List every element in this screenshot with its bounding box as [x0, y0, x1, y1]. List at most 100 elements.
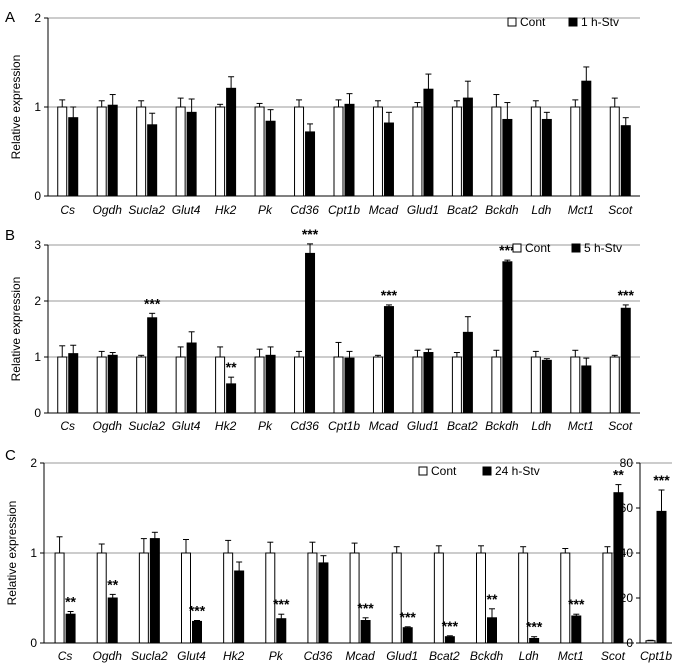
category-label: Cpt1b [328, 203, 360, 217]
category-label: Mcad [369, 419, 399, 433]
bar-stv [383, 122, 394, 197]
bar-stv [186, 342, 197, 414]
bar-stv [571, 615, 582, 644]
significance-label: *** [357, 600, 374, 616]
bar-stv [318, 562, 329, 644]
bar-stv [620, 307, 631, 414]
category-label: Ldh [531, 203, 551, 217]
bar-cont [215, 356, 226, 414]
bar-cont [609, 356, 620, 414]
bar-cont [645, 640, 656, 644]
category-label: Glud1 [407, 203, 439, 217]
bar-stv [444, 636, 455, 644]
category-label: Sucla2 [131, 649, 168, 663]
category-label: Glut4 [172, 203, 201, 217]
bar-stv [265, 354, 276, 414]
bar-cont [223, 552, 234, 644]
category-label: Ogdh [93, 649, 123, 663]
bar-stv [502, 261, 513, 414]
category-label: Scot [608, 419, 633, 433]
bar-cont [175, 106, 186, 197]
category-label: Glut4 [177, 649, 206, 663]
significance-label: *** [381, 287, 398, 303]
legend-label: 24 h-Stv [495, 464, 540, 478]
bar-cont [412, 106, 423, 197]
bar-cont [530, 356, 541, 414]
legend-swatch-cont [512, 243, 522, 253]
bar-stv [147, 317, 158, 414]
bar-cont [570, 356, 581, 414]
significance-label: ** [487, 591, 498, 607]
category-label: Cpt1b [328, 419, 360, 433]
bar-cont [57, 356, 68, 414]
bar-stv [226, 87, 237, 197]
significance-label: *** [400, 609, 417, 625]
bar-cont [294, 106, 305, 197]
bar-cont [491, 106, 502, 197]
category-label: Ldh [519, 649, 539, 663]
y-tick-label: 0 [34, 189, 41, 203]
bar-cont [451, 106, 462, 197]
panel-a: A 0 1 2 Relative expression Cs Ogdh Sucla2 Glut4… [5, 9, 640, 217]
category-label: Hk2 [223, 649, 245, 663]
bar-stv [423, 352, 434, 414]
category-label: Bcat2 [447, 203, 478, 217]
panel-letter: A [5, 9, 15, 26]
significance-label: *** [526, 619, 543, 635]
legend: Cont 24 h-Stv [418, 464, 540, 478]
bar-cont [333, 106, 344, 197]
bar-stv [65, 613, 76, 644]
bar-cont [254, 106, 265, 197]
legend-swatch-cont [418, 466, 428, 476]
significance-label: *** [302, 226, 319, 242]
category-label: Pk [258, 419, 273, 433]
bar-stv [613, 492, 624, 644]
bar-cont [57, 106, 68, 197]
bar-cont [491, 356, 502, 414]
bar-cont [333, 356, 344, 414]
bar-stv [462, 331, 473, 414]
y-tick-label: 1 [34, 100, 41, 114]
significance-label: *** [499, 242, 516, 258]
bar-stv [107, 597, 118, 644]
bar-cont [349, 552, 360, 644]
bar-cont [138, 552, 149, 644]
y-tick-label: 60 [620, 501, 634, 515]
bar-cont [96, 356, 107, 414]
bar-cont [54, 552, 65, 644]
y-axis-label: Relative expression [9, 277, 23, 382]
bar-cont [136, 356, 147, 414]
legend-swatch-stv [482, 466, 492, 476]
bar-cont [136, 106, 147, 197]
category-label: Cpt1b [640, 649, 672, 663]
category-label: Cs [60, 203, 75, 217]
y-tick-label: 40 [620, 546, 634, 560]
category-label: Mcad [369, 203, 399, 217]
category-label: Cd36 [290, 203, 319, 217]
significance-label: ** [226, 359, 237, 375]
significance-label: *** [653, 472, 670, 488]
bar-stv [186, 111, 197, 197]
significance-label: *** [568, 596, 585, 612]
bar-stv [234, 570, 245, 644]
category-label: Pk [269, 649, 284, 663]
bar-stv [107, 354, 118, 414]
bar-cont [215, 106, 226, 197]
panel-c: C 0 1 2 Relative expression ** Cs ** Ogdh Sucla2 *… [5, 447, 634, 663]
legend-label: 1 h-Stv [581, 15, 619, 29]
panel-letter: C [5, 447, 16, 464]
category-label: Bcat2 [447, 419, 478, 433]
y-tick-label: 0 [34, 406, 41, 420]
category-label: Glud1 [407, 419, 439, 433]
bar-cont [570, 106, 581, 197]
bar-cont [307, 552, 318, 644]
bar-stv [423, 88, 434, 197]
bar-cont [96, 106, 107, 197]
y-tick-label: 20 [620, 591, 634, 605]
category-label: Hk2 [215, 419, 237, 433]
category-label: Glud1 [386, 649, 418, 663]
category-label: Cs [60, 419, 75, 433]
bar-cont [451, 356, 462, 414]
significance-label: ** [613, 467, 624, 483]
category-label: Hk2 [215, 203, 237, 217]
